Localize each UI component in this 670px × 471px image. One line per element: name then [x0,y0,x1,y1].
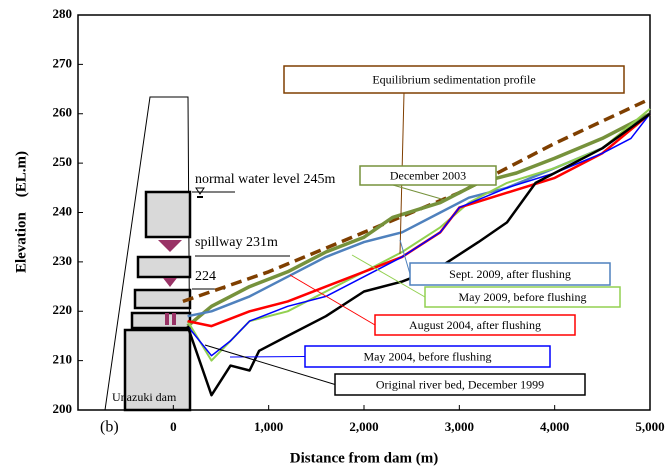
legend-box [409,262,611,286]
x-tick-label: 3,000 [445,419,474,434]
series-line [186,112,651,328]
y-tick-label: 250 [53,154,73,169]
legend-box [359,165,497,186]
leader-line [351,254,426,298]
leader-line [289,274,376,326]
x-tick-label: 0 [170,419,177,434]
y-tick-label: 210 [53,352,73,367]
series-line [187,113,651,357]
dam-drawing [104,96,290,412]
y-tick-label: 280 [53,6,73,21]
legend-box [334,373,586,396]
y-tick-label: 200 [53,401,73,416]
series-line [187,112,651,318]
legend-box [374,314,576,336]
legend-label: August 2004, after flushing [409,318,541,332]
leader-line [399,239,411,275]
legend-box [304,345,551,368]
x-tick-label: 5,000 [635,419,664,434]
annotation: spillway 231m [195,235,278,250]
y-axis-title: Elevation (EL.m) [13,151,29,273]
y-tick-label: 260 [53,105,73,120]
annotation: (b) [100,419,119,436]
annotation: 224 [195,269,216,284]
legend-box [283,65,625,94]
leader-line [204,344,336,385]
legend-label: May 2004, before flushing [364,349,492,363]
leader-line [229,356,306,358]
x-tick-label: 4,000 [540,419,569,434]
legend-label: May 2009, before flushing [459,290,587,304]
legend-label: Equilibrium sedimentation profile [372,72,535,86]
series-line [186,112,651,397]
y-tick-label: 240 [53,203,73,218]
x-tick-label: 1,000 [254,419,283,434]
legend-label: Original river bed, December 1999 [376,377,544,391]
y-tick-label: 220 [53,302,73,317]
legend-label: December 2003 [390,168,466,182]
y-tick-label: 230 [53,253,73,268]
x-tick-label: 2,000 [349,419,378,434]
legend-label: Sept. 2009, after flushing [449,267,571,281]
annotation: Unazuki dam [112,390,177,404]
legend-box [424,286,621,308]
annotation: normal water level 245m [195,172,335,187]
x-axis-title: Distance from dam (m) [290,450,438,466]
y-tick-label: 270 [53,55,73,70]
